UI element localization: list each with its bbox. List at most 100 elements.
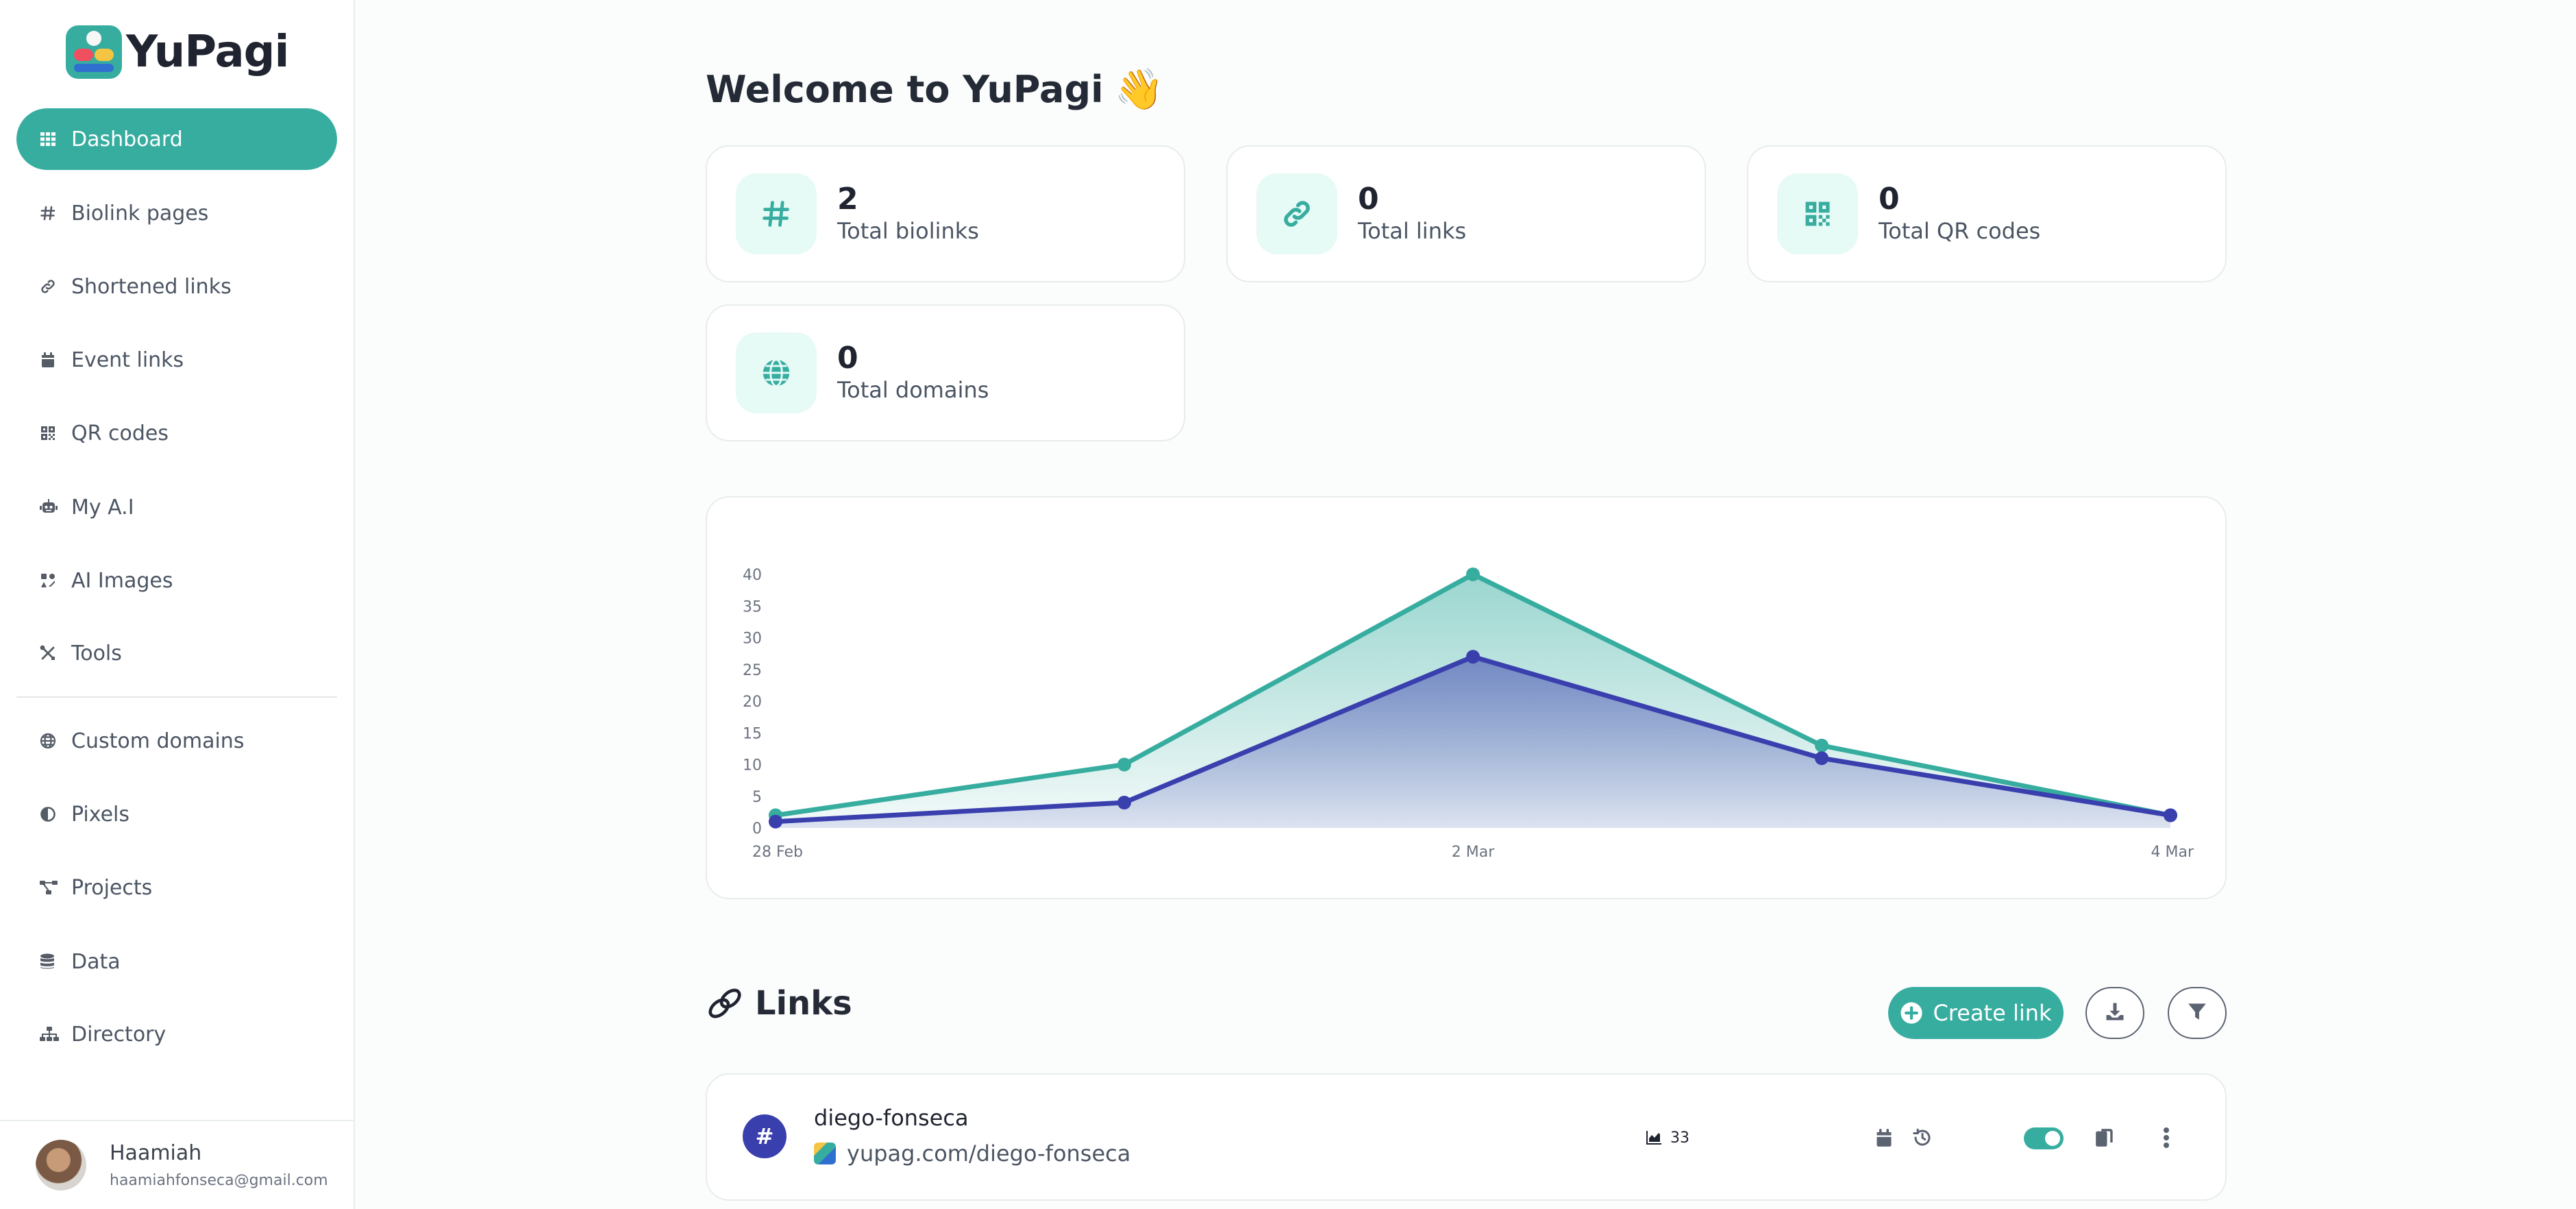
sidebar-item-label: Projects [71,875,153,900]
sidebar-divider [16,696,337,698]
paperclip-icon [706,984,744,1023]
sidebar-item-label: Directory [71,1022,166,1047]
user-name: Haamiah [110,1141,202,1165]
download-icon [2105,1001,2125,1025]
more-options-icon[interactable] [2153,1124,2180,1151]
link-enabled-toggle[interactable] [2024,1127,2064,1149]
waving-hand-icon: 👋 [1114,66,1164,112]
brand-name: YuPagi [126,27,289,77]
sitemap-icon [40,1026,64,1042]
filter-icon [2188,1002,2207,1024]
history-icon[interactable] [1909,1124,1936,1151]
qrcode-icon [40,425,64,441]
calendar-icon [40,352,64,368]
stat-card-links: 0 Total links [1226,145,1706,282]
sidebar-item-label: Data [71,949,121,974]
data-point[interactable] [1117,796,1131,809]
y-tick-label: 40 [743,567,762,584]
chart-card: 0 5 10 15 20 25 30 35 40 28 Feb 2 Mar 4 Mar [706,496,2227,899]
copy-icon[interactable] [2091,1124,2118,1151]
adjust-icon [40,806,64,822]
link-icon [1256,173,1337,254]
data-point[interactable] [769,814,782,829]
x-axis: 28 Feb 2 Mar 4 Mar [752,844,2194,861]
data-point[interactable] [1466,650,1480,664]
tools-icon [40,645,64,661]
stat-card-domains: 0 Total domains [706,304,1185,441]
page-title: Welcome to YuPagi 👋 [706,66,1164,113]
ai-images-icon [40,572,64,589]
create-link-button[interactable]: Create link [1888,987,2064,1039]
robot-icon [40,499,64,515]
sidebar-item-tools[interactable]: Tools [16,622,337,684]
toggle-knob [2045,1131,2060,1146]
sidebar-item-pixels[interactable]: Pixels [16,783,337,845]
stat-card-biolinks: 2 Total biolinks [706,145,1185,282]
calendar-icon[interactable] [1870,1124,1898,1151]
sidebar: YuPagi Dashboard Biolink pages Shortened… [0,0,355,1209]
plus-circle-icon [1900,1001,1923,1025]
sidebar-item-dashboard[interactable]: Dashboard [16,108,337,170]
sidebar-item-data[interactable]: Data [16,931,337,992]
sidebar-item-label: Event links [71,347,184,372]
hash-icon: # [743,1114,787,1158]
link-row[interactable]: # diego-fonseca yupag.com/diego-fonseca … [706,1073,2227,1201]
link-url-text: yupag.com/diego-fonseca [847,1140,1131,1167]
link-url[interactable]: yupag.com/diego-fonseca [814,1140,1130,1167]
link-name[interactable]: diego-fonseca [814,1105,969,1131]
x-tick-label: 4 Mar [2151,844,2194,861]
link-clicks-count: 33 [1670,1129,1689,1147]
x-tick-label: 28 Feb [752,844,803,861]
data-point[interactable] [1466,567,1480,581]
globe-icon [40,733,64,749]
sidebar-item-label: AI Images [71,568,173,593]
stat-value: 2 [837,182,858,217]
sidebar-item-label: Custom domains [71,729,245,753]
links-section-title: Links [706,984,852,1023]
data-point[interactable] [2164,808,2177,822]
filter-button[interactable] [2168,987,2227,1039]
stat-card-qr-codes: 0 Total QR codes [1747,145,2227,282]
sidebar-item-ai-images[interactable]: AI Images [16,550,337,611]
sidebar-item-my-ai[interactable]: My A.I [16,476,337,538]
sidebar-item-shortened-links[interactable]: Shortened links [16,256,337,317]
user-email: haamiahfonseca@gmail.com [110,1172,328,1189]
link-clicks-badge[interactable]: 33 [1639,1124,1696,1151]
sidebar-item-directory[interactable]: Directory [16,1003,337,1065]
y-tick-label: 30 [743,631,762,648]
qrcode-icon [1777,173,1858,254]
y-tick-label: 10 [743,757,762,774]
sidebar-item-qr-codes[interactable]: QR codes [16,402,337,464]
hash-icon [736,173,817,254]
sidebar-item-custom-domains[interactable]: Custom domains [16,710,337,772]
grid-icon [40,131,64,147]
brand-logo-icon [66,25,122,79]
sidebar-item-label: Biolink pages [71,201,209,225]
y-tick-label: 25 [743,662,762,679]
page-title-text: Welcome to YuPagi [706,68,1104,111]
sidebar-item-biolink-pages[interactable]: Biolink pages [16,182,337,244]
data-point[interactable] [1815,738,1829,753]
sidebar-item-event-links[interactable]: Event links [16,329,337,391]
y-tick-label: 15 [743,725,762,742]
download-button[interactable] [2085,987,2144,1039]
stat-label: Total domains [837,377,989,403]
database-icon [40,953,64,970]
data-point[interactable] [1815,751,1829,766]
brand[interactable]: YuPagi [66,25,289,80]
x-tick-label: 2 Mar [1452,844,1495,861]
user-profile[interactable]: Haamiah haamiahfonseca@gmail.com [0,1120,354,1209]
links-title-text: Links [755,984,852,1023]
sidebar-item-label: QR codes [71,421,169,445]
globe-icon [736,332,817,413]
sidebar-item-label: Pixels [71,802,130,827]
create-link-label: Create link [1933,1000,2052,1026]
chart-area-icon [1646,1130,1662,1145]
data-point[interactable] [1117,757,1131,772]
link-icon [40,278,64,295]
stat-value: 0 [1358,182,1379,217]
stat-label: Total QR codes [1879,218,2041,244]
stat-value: 0 [1879,182,1900,217]
sidebar-item-projects[interactable]: Projects [16,857,337,918]
hash-icon [40,205,64,221]
